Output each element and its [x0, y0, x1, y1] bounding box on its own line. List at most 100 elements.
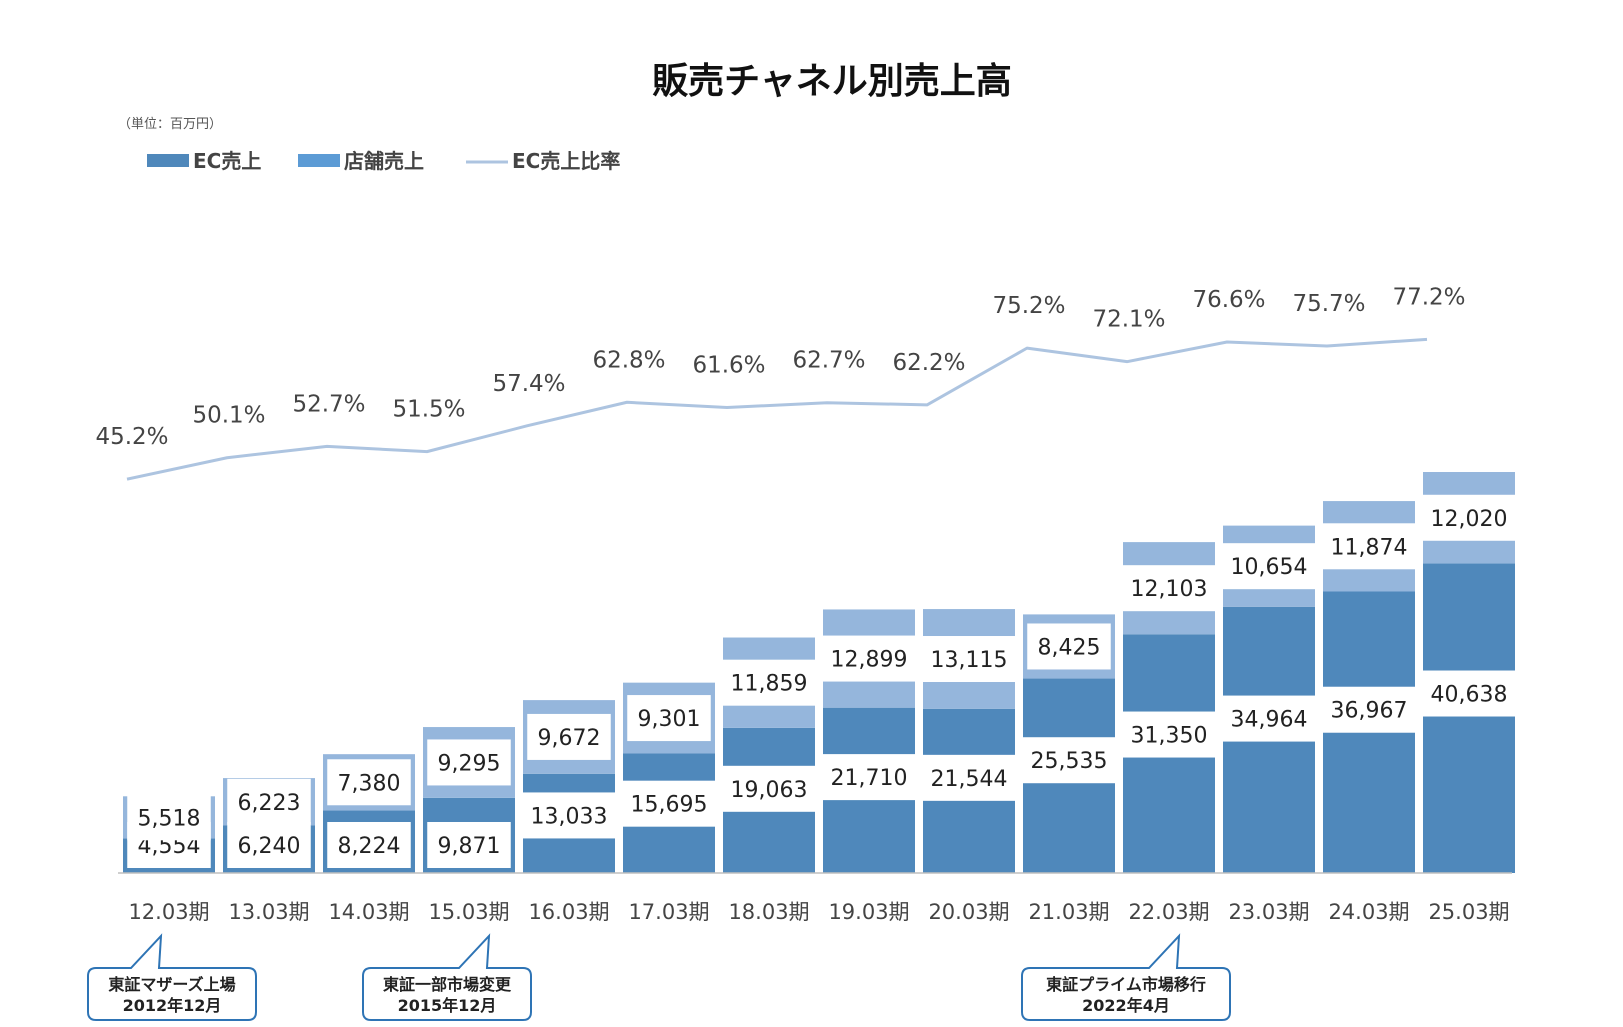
data-label-store-sales-bg: [1120, 565, 1218, 612]
unit-note: （単位：百万円）: [118, 116, 222, 132]
annotation-callout: [362, 933, 532, 1021]
data-label-ec-sales: 36,967: [1331, 699, 1408, 724]
data-label-ec-sales-bg: [620, 780, 718, 827]
chart-title: 販売チャネル別売上高: [652, 61, 1012, 102]
data-label-store-sales-bg: [1320, 523, 1418, 570]
ec-ratio-label: 76.6%: [1192, 287, 1265, 313]
data-label-store-sales-bg: [820, 635, 918, 682]
x-tick-label: 16.03期: [528, 900, 609, 924]
bar-ec-sales: [1423, 563, 1515, 873]
data-label-store-sales-bg: [427, 739, 511, 786]
annotation-line: 2022年4月: [1082, 996, 1170, 1015]
data-label-ec-sales-bg: [227, 822, 311, 868]
data-label-ec-sales: 6,240: [238, 834, 301, 859]
ec-ratio-label: 75.7%: [1292, 291, 1365, 317]
data-label-store-sales: 11,874: [1331, 535, 1408, 560]
data-label-ec-sales-bg: [720, 765, 818, 812]
data-label-ec-sales: 19,063: [731, 778, 808, 803]
bar-series: 4,5545,5186,2406,2238,2247,3809,8719,295…: [123, 472, 1518, 873]
ec-ratio-label: 75.2%: [992, 293, 1065, 319]
ec-ratio-label: 51.5%: [392, 397, 465, 423]
ec-ratio-label: 62.8%: [592, 347, 665, 373]
annotation-line: 東証マザーズ上場: [108, 975, 235, 994]
data-label-ec-sales-bg: [820, 754, 918, 801]
ec-ratio-line: 45.2% 50.1% 52.7% 51.5% 57.4% 62.8% 61.6% 62.7%…: [95, 284, 1466, 481]
x-tick-label: 14.03期: [328, 900, 409, 924]
ec-ratio-polyline: [126, 337, 1428, 481]
legend-label-ec-sales: EC売上: [193, 149, 261, 173]
data-label-ec-sales: 31,350: [1131, 724, 1208, 749]
data-label-ec-sales-bg: [327, 822, 411, 868]
ec-ratio-label: 62.7%: [792, 348, 865, 374]
data-label-store-sales: 12,020: [1431, 507, 1508, 532]
data-label-ec-sales: 13,033: [531, 804, 608, 829]
data-label-ec-sales-bg: [1120, 711, 1218, 758]
data-label-ec-sales-bg: [920, 754, 1018, 801]
data-label-ec-sales: 21,710: [831, 766, 908, 791]
ec-ratio-label: 50.1%: [192, 403, 265, 429]
data-label-ec-sales: 40,638: [1431, 683, 1508, 708]
ec-ratio-label: 52.7%: [292, 391, 365, 417]
legend-label-store-sales: 店舗売上: [344, 149, 424, 173]
ec-ratio-label: 61.6%: [692, 353, 765, 379]
data-label-ec-sales-bg: [520, 792, 618, 839]
data-label-store-sales: 9,301: [638, 707, 701, 732]
data-label-store-sales: 12,899: [831, 648, 908, 673]
x-tick-label: 13.03期: [228, 900, 309, 924]
x-tick-label: 25.03期: [1428, 900, 1509, 924]
data-label-ec-sales: 21,544: [931, 767, 1008, 792]
annotations: 東証マザーズ上場 2012年12月 東証一部市場変更 2015年12月 東証プライム市場…: [87, 933, 1231, 1021]
x-tick-label: 21.03期: [1028, 900, 1109, 924]
x-tick-label: 24.03期: [1328, 900, 1409, 924]
data-label-store-sales: 8,425: [1038, 635, 1101, 660]
data-label-store-sales: 13,115: [931, 648, 1008, 673]
annotation-line: 東証一部市場変更: [383, 975, 512, 994]
data-label-store-sales-bg: [627, 695, 711, 742]
data-label-ec-sales: 8,224: [338, 834, 401, 859]
data-label-store-sales: 9,295: [438, 751, 501, 776]
data-label-store-sales: 10,654: [1231, 555, 1308, 580]
ec-ratio-label: 57.4%: [492, 371, 565, 397]
x-tick-label: 17.03期: [628, 900, 709, 924]
data-label-store-sales: 11,859: [731, 672, 808, 697]
annotation-line: 2012年12月: [123, 996, 222, 1015]
data-label-store-sales: 12,103: [1131, 577, 1208, 602]
data-label-store-sales-bg: [1220, 543, 1318, 590]
annotation-callout: [87, 933, 257, 1021]
data-label-store-sales: 9,672: [538, 726, 601, 751]
data-label-store-sales-bg: [527, 713, 611, 760]
x-tick-label: 19.03期: [828, 900, 909, 924]
ec-ratio-label: 45.2%: [95, 424, 168, 450]
legend-swatch-store-sales: [298, 154, 340, 167]
data-label-ec-sales-bg: [1320, 686, 1418, 733]
data-label-store-sales: 7,380: [338, 771, 401, 796]
data-label-ec-sales-bg: [1020, 737, 1118, 784]
x-axis-ticks: 12.03期 13.03期 14.03期 15.03期 16.03期 17.03期 18.0…: [128, 900, 1509, 924]
ec-ratio-label: 72.1%: [1092, 307, 1165, 333]
data-label-store-sales-bg: [127, 794, 211, 841]
data-label-ec-sales: 15,695: [631, 793, 708, 818]
data-label-store-sales-bg: [720, 659, 818, 706]
data-label-store-sales: 6,223: [238, 791, 301, 816]
annotation-line: 2015年12月: [398, 996, 497, 1015]
x-tick-label: 23.03期: [1228, 900, 1309, 924]
data-label-ec-sales: 9,871: [438, 834, 501, 859]
data-label-store-sales-bg: [1027, 623, 1111, 670]
annotation-line: 東証プライム市場移行: [1046, 975, 1206, 994]
data-label-store-sales-bg: [1420, 494, 1518, 541]
ec-ratio-label: 62.2%: [892, 350, 965, 376]
data-label-store-sales-bg: [920, 636, 1018, 683]
data-label-ec-sales-bg: [427, 822, 511, 868]
data-label-store-sales-bg: [327, 759, 411, 806]
x-tick-label: 12.03期: [128, 900, 209, 924]
data-label-ec-sales-bg: [1220, 695, 1318, 742]
x-tick-label: 22.03期: [1128, 900, 1209, 924]
ec-ratio-label: 77.2%: [1392, 284, 1465, 310]
data-label-store-sales: 5,518: [138, 806, 201, 831]
data-label-store-sales-bg: [227, 778, 311, 825]
data-label-ec-sales: 25,535: [1031, 749, 1108, 774]
legend-swatch-ec-sales: [147, 154, 189, 167]
data-label-ec-sales-bg: [1420, 670, 1518, 717]
legend: EC売上 店舗売上 EC売上比率: [147, 149, 620, 173]
